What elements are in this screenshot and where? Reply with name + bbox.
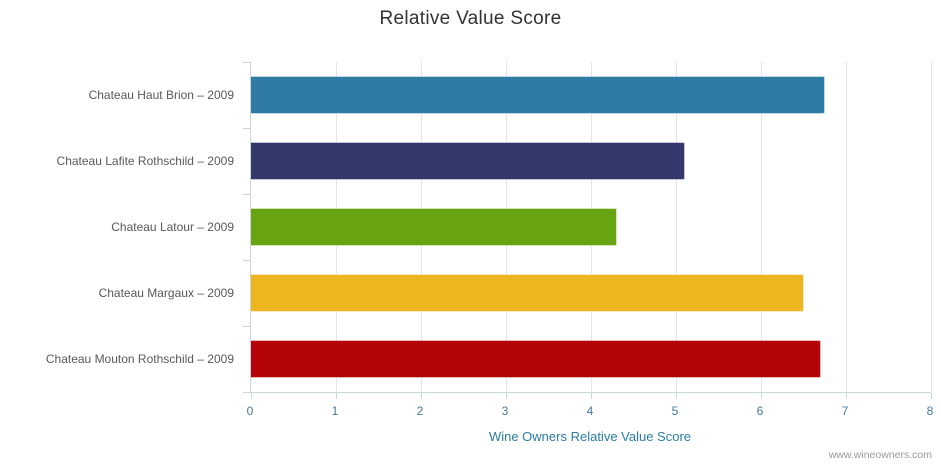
- plot-area: [243, 61, 932, 399]
- x-axis-tick: [930, 393, 932, 399]
- y-axis-tick: [243, 193, 251, 195]
- x-axis-tick: [250, 393, 252, 399]
- x-axis-tick: [505, 393, 507, 399]
- gridline: [845, 62, 847, 392]
- y-axis-tick: [243, 127, 251, 129]
- x-tick-label: 2: [416, 404, 424, 418]
- category-label: Chateau Latour – 2009: [111, 220, 234, 234]
- category-label: Chateau Lafite Rothschild – 2009: [56, 154, 234, 168]
- bar[interactable]: [251, 76, 825, 114]
- x-tick-label: 7: [841, 404, 849, 418]
- x-tick-label: 4: [586, 404, 594, 418]
- x-axis-tick: [335, 393, 337, 399]
- x-axis-tick: [760, 393, 762, 399]
- x-tick-label: 1: [331, 404, 339, 418]
- x-tick-label: 8: [926, 404, 934, 418]
- gridline: [930, 62, 932, 392]
- y-axis-tick: [243, 391, 251, 393]
- x-tick-label: 5: [671, 404, 679, 418]
- y-axis-tick: [243, 259, 251, 261]
- x-axis-tick: [590, 393, 592, 399]
- x-tick-label: 3: [501, 404, 509, 418]
- category-label: Chateau Margaux – 2009: [98, 286, 234, 300]
- bar[interactable]: [251, 208, 617, 246]
- x-axis-title: Wine Owners Relative Value Score: [488, 429, 692, 444]
- bar[interactable]: [251, 274, 804, 312]
- x-tick-label: 0: [246, 404, 254, 418]
- credits-link[interactable]: www.wineowners.com: [828, 449, 932, 461]
- y-axis-tick: [243, 325, 251, 327]
- category-label: Chateau Mouton Rothschild – 2009: [45, 352, 234, 366]
- y-axis-tick: [243, 61, 251, 63]
- gridline: [675, 62, 677, 392]
- x-axis-tick: [845, 393, 847, 399]
- chart-title: Relative Value Score: [379, 8, 562, 29]
- x-axis-tick: [675, 393, 677, 399]
- gridline: [760, 62, 762, 392]
- x-axis-tick: [420, 393, 422, 399]
- category-label: Chateau Haut Brion – 2009: [88, 88, 234, 102]
- bar[interactable]: [251, 142, 685, 180]
- x-tick-label: 6: [756, 404, 764, 418]
- bar[interactable]: [251, 340, 821, 378]
